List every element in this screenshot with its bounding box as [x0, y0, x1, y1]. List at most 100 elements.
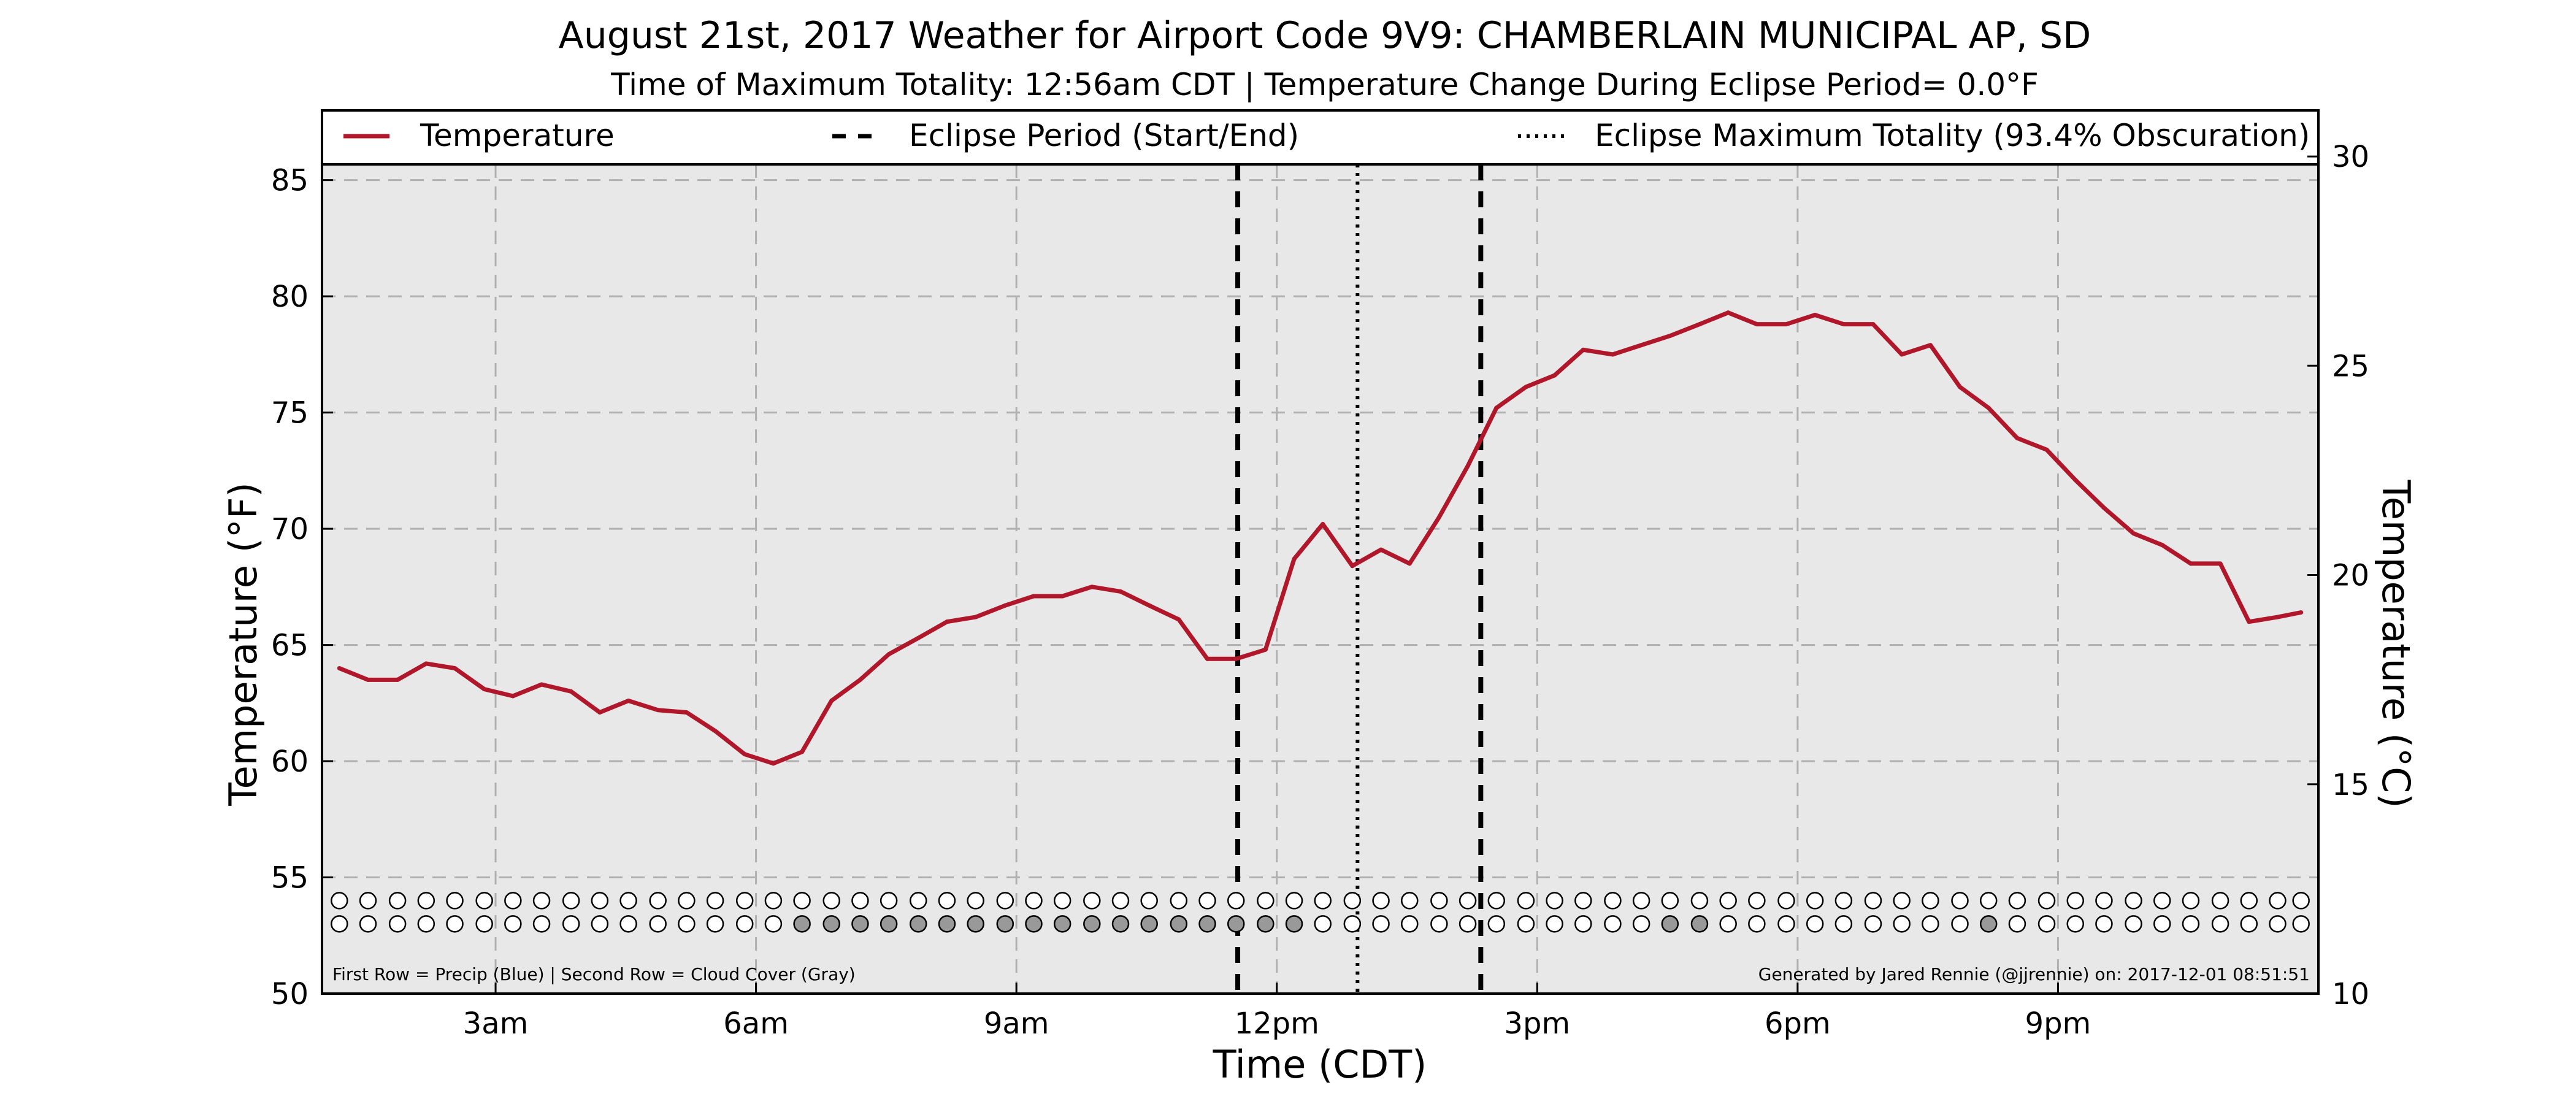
precip-indicator — [910, 892, 927, 910]
temperature-point — [1871, 322, 1876, 327]
y-tick-label-right: 20 — [2332, 559, 2369, 593]
temperature-point — [1581, 347, 1585, 352]
precip-indicator — [649, 892, 667, 910]
temperature-point — [1552, 373, 1557, 378]
cloud-indicator — [591, 915, 609, 933]
precip-indicator — [2240, 892, 2258, 910]
precip-indicator — [591, 892, 609, 910]
temperature-point — [1292, 556, 1297, 561]
y-axis-label-left: Temperature (°F) — [221, 482, 266, 806]
cloud-indicator — [1459, 915, 1477, 933]
cloud-indicator — [851, 915, 869, 933]
temperature-point — [2073, 478, 2078, 483]
precip-indicator — [1140, 892, 1158, 910]
cloud-indicator — [735, 915, 754, 933]
x-ticks: 3am 6am 9am 12pm 3pm 6pm 9pm — [463, 983, 2091, 1041]
temperature-point — [945, 619, 949, 624]
plot-frame — [321, 109, 2320, 995]
precip-indicator — [735, 892, 754, 910]
temperature-point — [1639, 343, 1644, 348]
temperature-point — [973, 615, 978, 619]
temperature-point — [800, 749, 805, 754]
temperature-point — [2101, 505, 2106, 510]
cloud-indicator — [331, 915, 348, 933]
cloud-indicator — [2125, 915, 2142, 933]
cloud-indicator — [1140, 915, 1158, 933]
cloud-indicator — [1198, 915, 1216, 933]
precip-indicator — [1979, 892, 1998, 910]
precip-indicator — [2269, 892, 2287, 910]
y-tick-label-left: 80 — [271, 280, 309, 314]
temperature-point — [684, 710, 689, 715]
precip-indicator — [1922, 892, 1939, 910]
temperature-point — [2247, 619, 2252, 624]
temperature-point — [1031, 594, 1036, 599]
precip-indicator — [619, 892, 637, 910]
precip-indicator — [1951, 892, 1969, 910]
temperature-point — [597, 710, 602, 715]
precip-indicator — [1025, 892, 1043, 910]
y-tick-label-right: 30 — [2332, 140, 2369, 174]
precip-indicator — [706, 892, 724, 910]
temperature-point — [482, 687, 487, 692]
precip-indicator — [1517, 892, 1535, 910]
cloud-indicator — [2153, 915, 2171, 933]
precip-indicator — [1661, 892, 1679, 910]
cloud-indicator — [2037, 915, 2056, 933]
precip-indicator — [938, 892, 956, 910]
cloud-indicator — [1111, 915, 1130, 933]
plot-background — [322, 110, 2318, 994]
temperature-point — [539, 682, 544, 687]
temperature-point — [1060, 594, 1065, 599]
temperature-point — [829, 699, 834, 703]
eclipse-lines — [1235, 164, 1484, 994]
temperature-point — [2188, 561, 2193, 566]
y-tick-label-left: 75 — [271, 396, 309, 431]
footer-note-left: First Row = Precip (Blue) | Second Row =… — [332, 964, 856, 984]
cloud-indicator — [2095, 915, 2113, 933]
temperature-point — [1263, 647, 1268, 652]
cloud-indicator — [996, 915, 1014, 933]
temperature-point — [1986, 405, 1991, 410]
precip-indicator — [1053, 892, 1071, 910]
precip-indicator — [851, 892, 869, 910]
precip-indicator — [822, 892, 840, 910]
cloud-indicator — [1719, 915, 1737, 933]
temperature-point — [742, 752, 747, 757]
temperature-point — [771, 761, 776, 766]
legend-eclipse-period-label: Eclipse Period (Start/End) — [909, 118, 1299, 153]
temperature-point — [1754, 322, 1759, 327]
temperature-point — [713, 729, 718, 734]
precip-indicator — [1083, 892, 1101, 910]
cloud-indicator — [822, 915, 840, 933]
temperature-point — [1379, 547, 1384, 552]
grid — [322, 164, 2318, 994]
temperature-point — [916, 635, 921, 640]
y-ticks-left: 50 55 60 65 70 75 80 85 — [271, 164, 333, 1011]
precip-indicator — [1257, 892, 1275, 910]
precip-indicator — [504, 892, 522, 910]
legend: Temperature Eclipse Period (Start/End) E… — [321, 109, 2320, 166]
cloud-indicator — [1170, 915, 1188, 933]
precip-indicator — [996, 892, 1014, 910]
x-tick-label: 9am — [984, 1006, 1049, 1041]
temperature-point — [2044, 447, 2049, 452]
temperature-series — [337, 310, 2304, 766]
temperature-point — [1726, 310, 1731, 315]
temperature-point — [2275, 615, 2280, 619]
precip-indicator — [2008, 892, 2026, 910]
cloud-indicator — [1257, 915, 1275, 933]
cloud-indicator — [2008, 915, 2026, 933]
cloud-indicator — [1053, 915, 1071, 933]
temperature-point — [1089, 585, 1094, 589]
cloud-indicator — [910, 915, 927, 933]
footer-note-right: Generated by Jared Rennie (@jjrennie) on… — [1758, 964, 2310, 984]
cloud-indicator — [2182, 915, 2200, 933]
precip-indicator — [1285, 892, 1303, 910]
precip-indicator — [2153, 892, 2171, 910]
cloud-indicator — [1025, 915, 1043, 933]
x-tick-label: 3pm — [1504, 1006, 1570, 1041]
precip-indicator — [1574, 892, 1592, 910]
temperature-point — [424, 661, 429, 666]
temperature-point — [1233, 656, 1238, 661]
